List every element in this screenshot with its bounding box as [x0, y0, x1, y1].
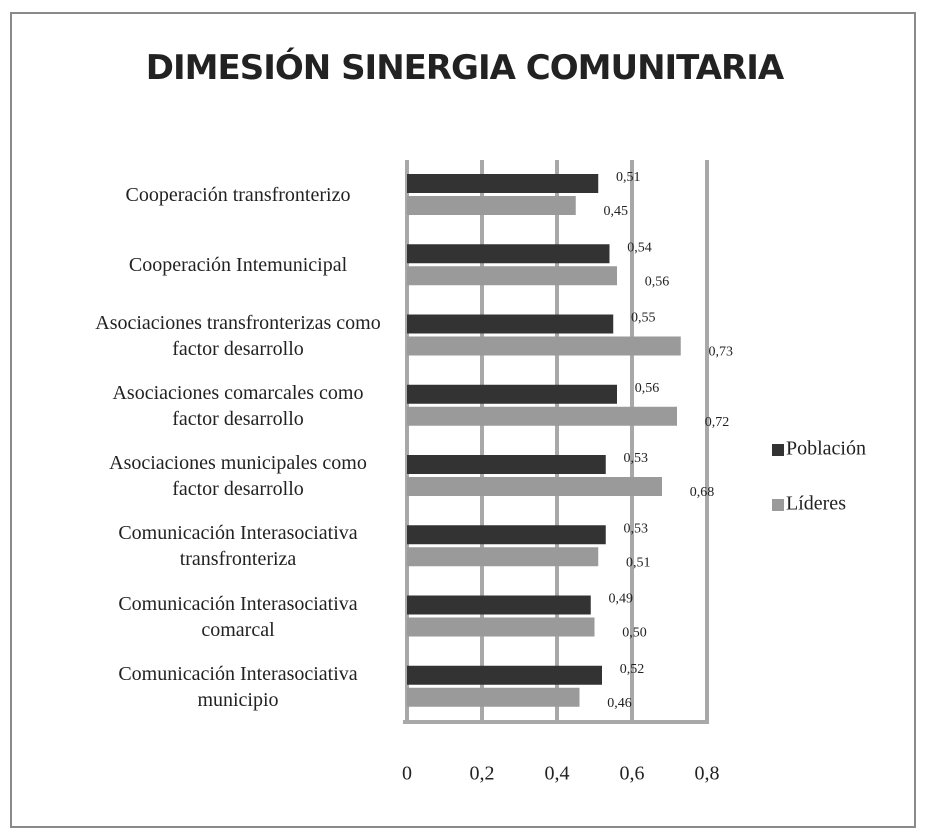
data-label: 0,51 [616, 170, 641, 185]
bar [407, 477, 662, 496]
data-label: 0,53 [624, 451, 649, 466]
data-label: 0,68 [690, 485, 715, 500]
bar [407, 314, 614, 334]
y-tick-label: Asociaciones transfronterizas como facto… [95, 311, 381, 360]
y-tick-label: Cooperación transfronterizo [125, 184, 351, 206]
data-label: 0,73 [709, 345, 734, 360]
chart-title: DIMESIÓN SINERGIA COMUNITARIA [145, 48, 784, 88]
x-tick-label: 0,4 [545, 763, 570, 785]
data-label: 0,52 [620, 662, 645, 677]
y-tick-label: Comunicación Interasociativa comarcal [118, 592, 358, 641]
legend-label: Líderes [786, 493, 846, 515]
data-label: 0,56 [645, 274, 670, 289]
bar [407, 525, 606, 545]
legend-swatch [772, 444, 784, 456]
data-label: 0,53 [624, 521, 649, 536]
legend-swatch [772, 499, 784, 511]
y-tick-label: Comunicación Interasociativa municipio [118, 662, 358, 711]
bar [407, 384, 617, 404]
bar [407, 687, 580, 707]
bar [407, 266, 617, 286]
data-label: 0,72 [705, 415, 730, 430]
bar [407, 455, 606, 474]
data-label: 0,46 [607, 696, 632, 711]
bar [407, 174, 599, 193]
bar [407, 406, 677, 426]
data-label: 0,45 [604, 204, 629, 219]
y-tick-label: Asociaciones municipales como factor des… [109, 452, 367, 500]
bar [407, 617, 595, 637]
data-label: 0,56 [635, 381, 660, 396]
x-tick-label: 0,6 [620, 763, 645, 785]
bar [407, 244, 610, 264]
data-label: 0,54 [627, 240, 652, 255]
legend-label: Población [786, 438, 866, 460]
data-label: 0,55 [631, 311, 656, 326]
bar [407, 547, 599, 567]
bar [407, 595, 591, 615]
bar [407, 196, 576, 215]
bar [407, 336, 681, 356]
y-tick-label: Cooperación Intemunicipal [128, 254, 348, 277]
y-tick-label: Asociaciones comarcales como factor desa… [112, 381, 364, 430]
frame [10, 12, 916, 828]
x-tick-label: 0,2 [470, 763, 495, 785]
x-tick-label: 0,8 [695, 763, 720, 785]
data-label: 0,49 [609, 592, 634, 607]
x-tick-label: 0 [402, 763, 412, 785]
data-label: 0,51 [626, 555, 651, 570]
bar [407, 665, 602, 685]
y-tick-label: Comunicación Interasociativa transfronte… [118, 522, 358, 571]
data-label: 0,50 [622, 626, 647, 641]
